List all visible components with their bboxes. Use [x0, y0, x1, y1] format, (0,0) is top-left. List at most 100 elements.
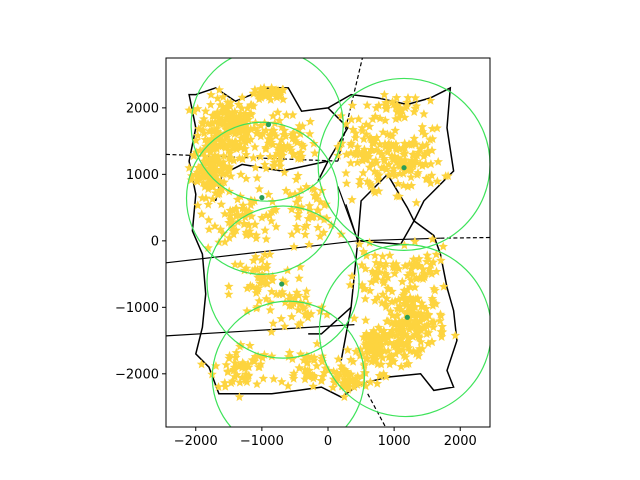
scatter-point — [250, 351, 261, 361]
scatter-point — [268, 318, 278, 328]
scatter-point — [360, 340, 370, 350]
scatter-point — [338, 379, 349, 388]
scatter-point — [403, 181, 413, 191]
scatter-point — [365, 285, 375, 295]
scatter-point — [359, 134, 369, 144]
scatter-point — [292, 137, 302, 147]
scatter-point — [373, 359, 383, 369]
scatter-point — [246, 229, 256, 239]
scatter-point — [435, 309, 446, 319]
scatter-point — [212, 189, 223, 199]
scatter-point — [404, 324, 415, 334]
scatter-point — [305, 128, 315, 138]
scatter-point — [317, 351, 328, 361]
scatter-point — [297, 121, 308, 131]
scatter-point — [422, 256, 432, 266]
scatter-point — [246, 211, 257, 221]
scatter-point — [362, 153, 372, 163]
scatter-point — [417, 344, 427, 353]
scatter-point — [371, 155, 381, 165]
scatter-point — [372, 340, 382, 350]
scatter-point — [436, 331, 447, 341]
scatter-point — [352, 157, 363, 167]
scatter-point — [322, 309, 332, 319]
scatter-point — [223, 109, 233, 119]
scatter-point — [224, 353, 234, 363]
scatter-point — [377, 251, 388, 261]
scatter-point — [251, 233, 261, 243]
scatter-point — [319, 227, 329, 237]
scatter-point — [265, 305, 276, 315]
scatter-point — [241, 230, 252, 240]
scatter-point — [248, 255, 259, 265]
scatter-point — [364, 237, 375, 247]
scatter-point — [319, 200, 330, 210]
scatter-point — [331, 376, 342, 386]
scatter-point — [383, 142, 394, 152]
scatter-point — [254, 184, 264, 194]
scatter-point — [228, 143, 239, 153]
scatter-point — [254, 296, 264, 306]
scatter-point — [425, 95, 436, 105]
scatter-point — [230, 106, 240, 116]
scatter-point — [384, 159, 394, 169]
cluster-centers — [259, 121, 410, 320]
scatter-point — [403, 337, 414, 347]
scatter-point — [208, 110, 219, 120]
interior-edge — [308, 306, 352, 335]
scatter-point — [350, 149, 360, 159]
scatter-point — [409, 149, 419, 159]
scatter-point — [379, 89, 390, 99]
scatter-point — [257, 212, 267, 222]
scatter-point — [362, 100, 372, 110]
scatter-point — [224, 281, 234, 291]
scatter-point — [358, 168, 369, 177]
scatter-point — [291, 174, 301, 184]
scatter-point — [342, 376, 353, 386]
scatter-point — [401, 300, 412, 310]
scatter-point — [266, 216, 277, 226]
scatter-point — [360, 263, 371, 273]
scatter-point — [414, 331, 424, 341]
scatter-point — [379, 162, 389, 172]
scatter-point — [392, 107, 402, 117]
scatter-point — [256, 92, 266, 102]
scatter-point — [237, 362, 247, 372]
scatter-point — [301, 181, 312, 191]
scatter-point — [354, 179, 365, 189]
scatter-point — [390, 268, 400, 278]
scatter-point — [369, 348, 379, 358]
x-tick-label: 1000 — [378, 434, 411, 449]
scatter-point — [350, 132, 361, 142]
scatter-point — [390, 151, 400, 161]
scatter-point — [308, 370, 318, 380]
scatter-point — [189, 149, 199, 159]
scatter-point — [261, 125, 271, 135]
scatter-point — [241, 119, 252, 129]
scatter-point — [366, 181, 376, 191]
scatter-point — [352, 371, 363, 381]
scatter-point — [302, 357, 313, 367]
scatter-point — [242, 283, 252, 293]
scatter-point — [246, 134, 256, 144]
scatter-point — [354, 378, 364, 387]
scatter-point — [414, 272, 425, 282]
scatter-point — [200, 106, 211, 116]
scatter-point — [250, 219, 260, 229]
scatter-point — [220, 381, 231, 391]
scatter-point — [420, 159, 430, 169]
scatter-point — [403, 358, 414, 368]
scatter-point — [281, 110, 292, 120]
scatter-point — [210, 136, 220, 146]
scatter-point — [428, 300, 438, 310]
scatter-point — [351, 373, 361, 383]
scatter-point — [227, 214, 237, 224]
scatter-point — [304, 365, 314, 375]
scatter-point — [241, 124, 252, 134]
scatter-point — [213, 382, 224, 391]
scatter-point — [392, 303, 403, 313]
scatter-point — [295, 153, 306, 163]
scatter-point — [408, 254, 419, 264]
scatter-point — [211, 123, 222, 133]
scatter-point — [439, 281, 449, 291]
